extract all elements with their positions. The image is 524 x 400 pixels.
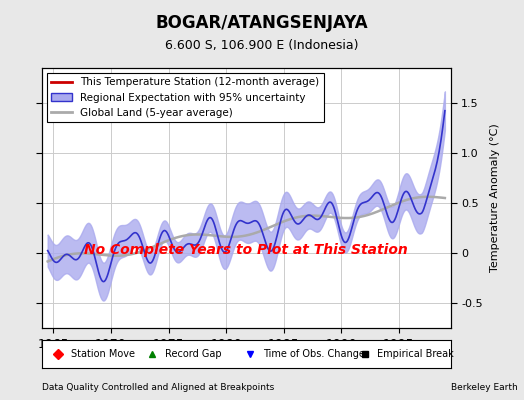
Text: No Complete Years to Plot at This Station: No Complete Years to Plot at This Statio… — [84, 243, 408, 257]
Text: 6.600 S, 106.900 E (Indonesia): 6.600 S, 106.900 E (Indonesia) — [165, 39, 359, 52]
Text: BOGAR/ATANGSENJAYA: BOGAR/ATANGSENJAYA — [156, 14, 368, 32]
Text: Record Gap: Record Gap — [165, 349, 221, 359]
Text: Berkeley Earth: Berkeley Earth — [451, 383, 517, 392]
Text: Data Quality Controlled and Aligned at Breakpoints: Data Quality Controlled and Aligned at B… — [42, 383, 274, 392]
Text: Time of Obs. Change: Time of Obs. Change — [263, 349, 365, 359]
Y-axis label: Temperature Anomaly (°C): Temperature Anomaly (°C) — [489, 124, 499, 272]
Text: Station Move: Station Move — [71, 349, 135, 359]
Text: Empirical Break: Empirical Break — [377, 349, 454, 359]
Legend: This Temperature Station (12-month average), Regional Expectation with 95% uncer: This Temperature Station (12-month avera… — [47, 73, 324, 122]
